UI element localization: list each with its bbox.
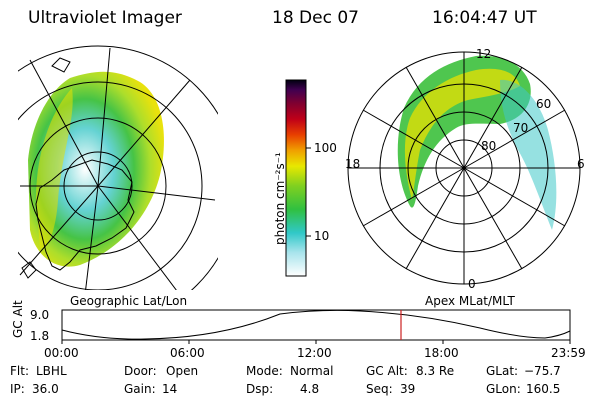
gcalt-label: GC Alt: (366, 364, 408, 378)
mlat-label-60: 60 (536, 97, 552, 111)
mode-value: Normal (290, 364, 334, 378)
mlt-label-6: 6 (577, 157, 585, 171)
colorbar-unit-label: photon cm⁻²s⁻¹ (273, 152, 287, 245)
glon-label: GLon: (486, 382, 521, 396)
glat-value: −75.7 (524, 364, 561, 378)
seq-value: 39 (400, 382, 416, 396)
landmass-outline (21, 57, 71, 279)
seq-label: Seq: (366, 382, 393, 396)
timeline-ylabel: GC Alt (11, 300, 25, 338)
mlt-label-18: 18 (345, 157, 361, 171)
geographic-map-label: Geographic Lat/Lon (70, 294, 188, 308)
timeline-xtick: 06:00 (170, 346, 205, 360)
geographic-map (18, 45, 218, 290)
gain-value: 14 (162, 382, 178, 396)
mlat-label-70: 70 (513, 121, 529, 135)
antarctica-coastline (35, 159, 135, 271)
polar-map-label: Apex MLat/MLT (425, 294, 515, 308)
observation-date: 18 Dec 07 (272, 8, 359, 28)
ip-label: IP: (10, 382, 25, 396)
dsp-label: Dsp: (246, 382, 274, 396)
door-label: Door: (124, 364, 157, 378)
flt-label: Flt: (10, 364, 29, 378)
polar-map (347, 51, 581, 285)
colorbar (285, 79, 307, 277)
aurora-bright-arc-polar (404, 68, 520, 200)
ip-value: 36.0 (32, 382, 59, 396)
dsp-value: 4.8 (300, 382, 320, 396)
timeline-xtick: 18:00 (424, 346, 459, 360)
altitude-timeline (61, 309, 571, 344)
instrument-title: Ultraviolet Imager (28, 8, 182, 28)
glat-label: GLat: (486, 364, 519, 378)
timeline-ytick-low: 1.8 (30, 329, 50, 343)
gcalt-value: 8.3 Re (416, 364, 455, 378)
colorbar-tick-100: 100 (314, 141, 337, 155)
glon-value: 160.5 (526, 382, 561, 396)
timeline-xtick: 12:00 (297, 346, 332, 360)
mode-label: Mode: (246, 364, 283, 378)
timeline-ytick-high: 9.0 (30, 308, 50, 322)
observation-time: 16:04:47 UT (432, 8, 537, 28)
mlat-label-80: 80 (481, 139, 497, 153)
gain-label: Gain: (124, 382, 156, 396)
mlt-label-0: 0 (468, 277, 476, 291)
colorbar-tick-10: 10 (314, 229, 330, 243)
mlt-label-12: 12 (476, 47, 492, 61)
timeline-xtick: 00:00 (44, 346, 79, 360)
door-value: Open (166, 364, 199, 378)
aurora-bright-arc-geo (36, 88, 73, 249)
aurora-diffuse-dayside (500, 79, 557, 231)
flt-value: LBHL (36, 364, 67, 378)
timeline-xtick: 23:59 (551, 346, 586, 360)
